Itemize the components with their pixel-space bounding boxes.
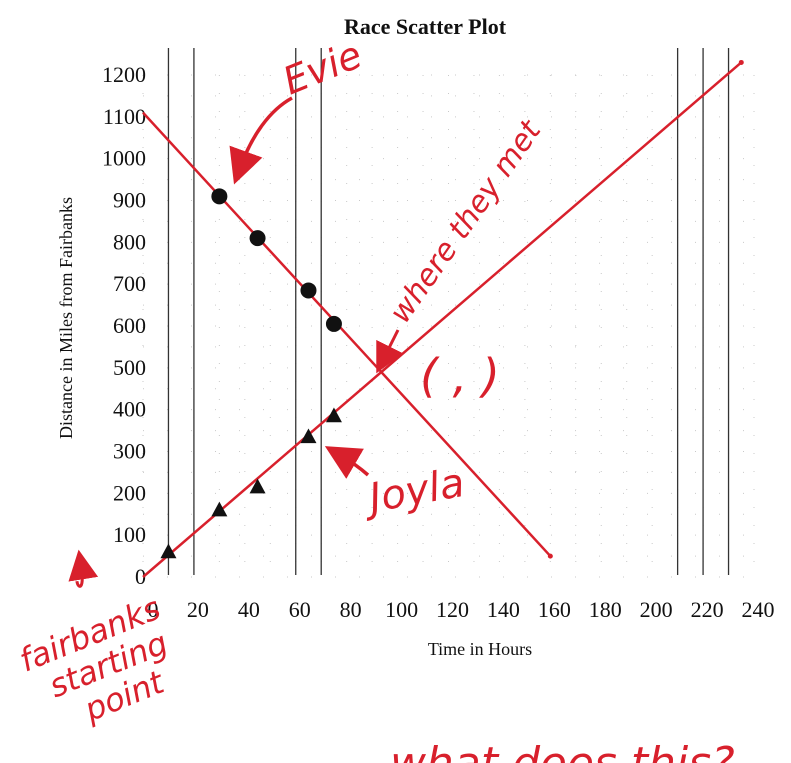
joyla-arrow [324,446,370,479]
x-tick-labels: 0 20 40 60 80 100 120 140 160 180 200 220 240 [148,597,775,622]
trend-line [142,61,743,578]
x-tick-label: 220 [691,597,724,622]
met-arrow [376,329,404,374]
annotation-when-they-met: where they met [376,113,549,374]
data-point-triangle [249,478,266,494]
evie-arrow [229,96,293,185]
y-tick-label: 900 [113,188,146,213]
x-tick-label: 160 [538,597,571,622]
x-tick-label: 200 [640,597,673,622]
y-tick-label: 300 [113,439,146,464]
y-tick-label: 400 [113,397,146,422]
annotation-joyla: Joyla [324,446,468,523]
y-tick-label: 1100 [103,104,146,129]
trend-line-end [738,59,744,65]
y-tick-label: 500 [113,355,146,380]
x-tick-label: 180 [589,597,622,622]
annotation-coordinate-blank: ( , ) [420,349,500,403]
data-point-triangle [325,407,342,423]
trend-line-end [547,553,553,559]
data-point-triangle [211,501,228,517]
y-tick-label: 200 [113,480,146,505]
x-tick-label: 140 [487,597,520,622]
data-point-triangle [160,543,177,559]
y-tick-label: 600 [113,313,146,338]
y-tick-label: 700 [113,271,146,296]
trend-line [142,111,552,557]
annotation-evie: Evie [229,32,368,185]
x-tick-label: 0 [148,597,159,622]
x-tick-label: 120 [436,597,469,622]
x-tick-label: 60 [289,597,311,622]
y-tick-label: 100 [113,522,146,547]
y-tick-label: 0 [135,564,146,589]
data-point-circle [249,230,266,247]
vertical-lines [167,48,730,575]
x-tick-label: 80 [340,597,362,622]
annotation-fairbanks: fairbanks starting point [14,549,173,729]
trend-lines [142,59,744,578]
x-axis-label: Time in Hours [428,639,532,659]
annotation-evie-text: Evie [277,32,368,103]
data-point-circle [325,315,342,332]
data-markers [160,188,342,559]
fairbanks-arrow [68,549,99,588]
data-point-triangle [300,428,317,444]
data-point-circle [211,188,228,205]
y-tick-labels: 0 100 200 300 400 500 600 700 800 900 1000 1100 1200 [102,62,146,589]
x-tick-label: 40 [238,597,260,622]
chart-title: Race Scatter Plot [344,14,507,39]
x-tick-label: 240 [742,597,775,622]
x-tick-label: 100 [385,597,418,622]
annotation-joyla-text: Joyla [359,460,468,523]
y-tick-label: 800 [113,229,146,254]
x-tick-label: 20 [187,597,209,622]
y-tick-label: 1000 [102,146,146,171]
data-point-circle [300,282,317,299]
annotation-bottom-note: what does this? [390,738,735,763]
y-tick-label: 1200 [102,62,146,87]
y-axis-label: Distance in Miles from Fairbanks [56,197,76,439]
